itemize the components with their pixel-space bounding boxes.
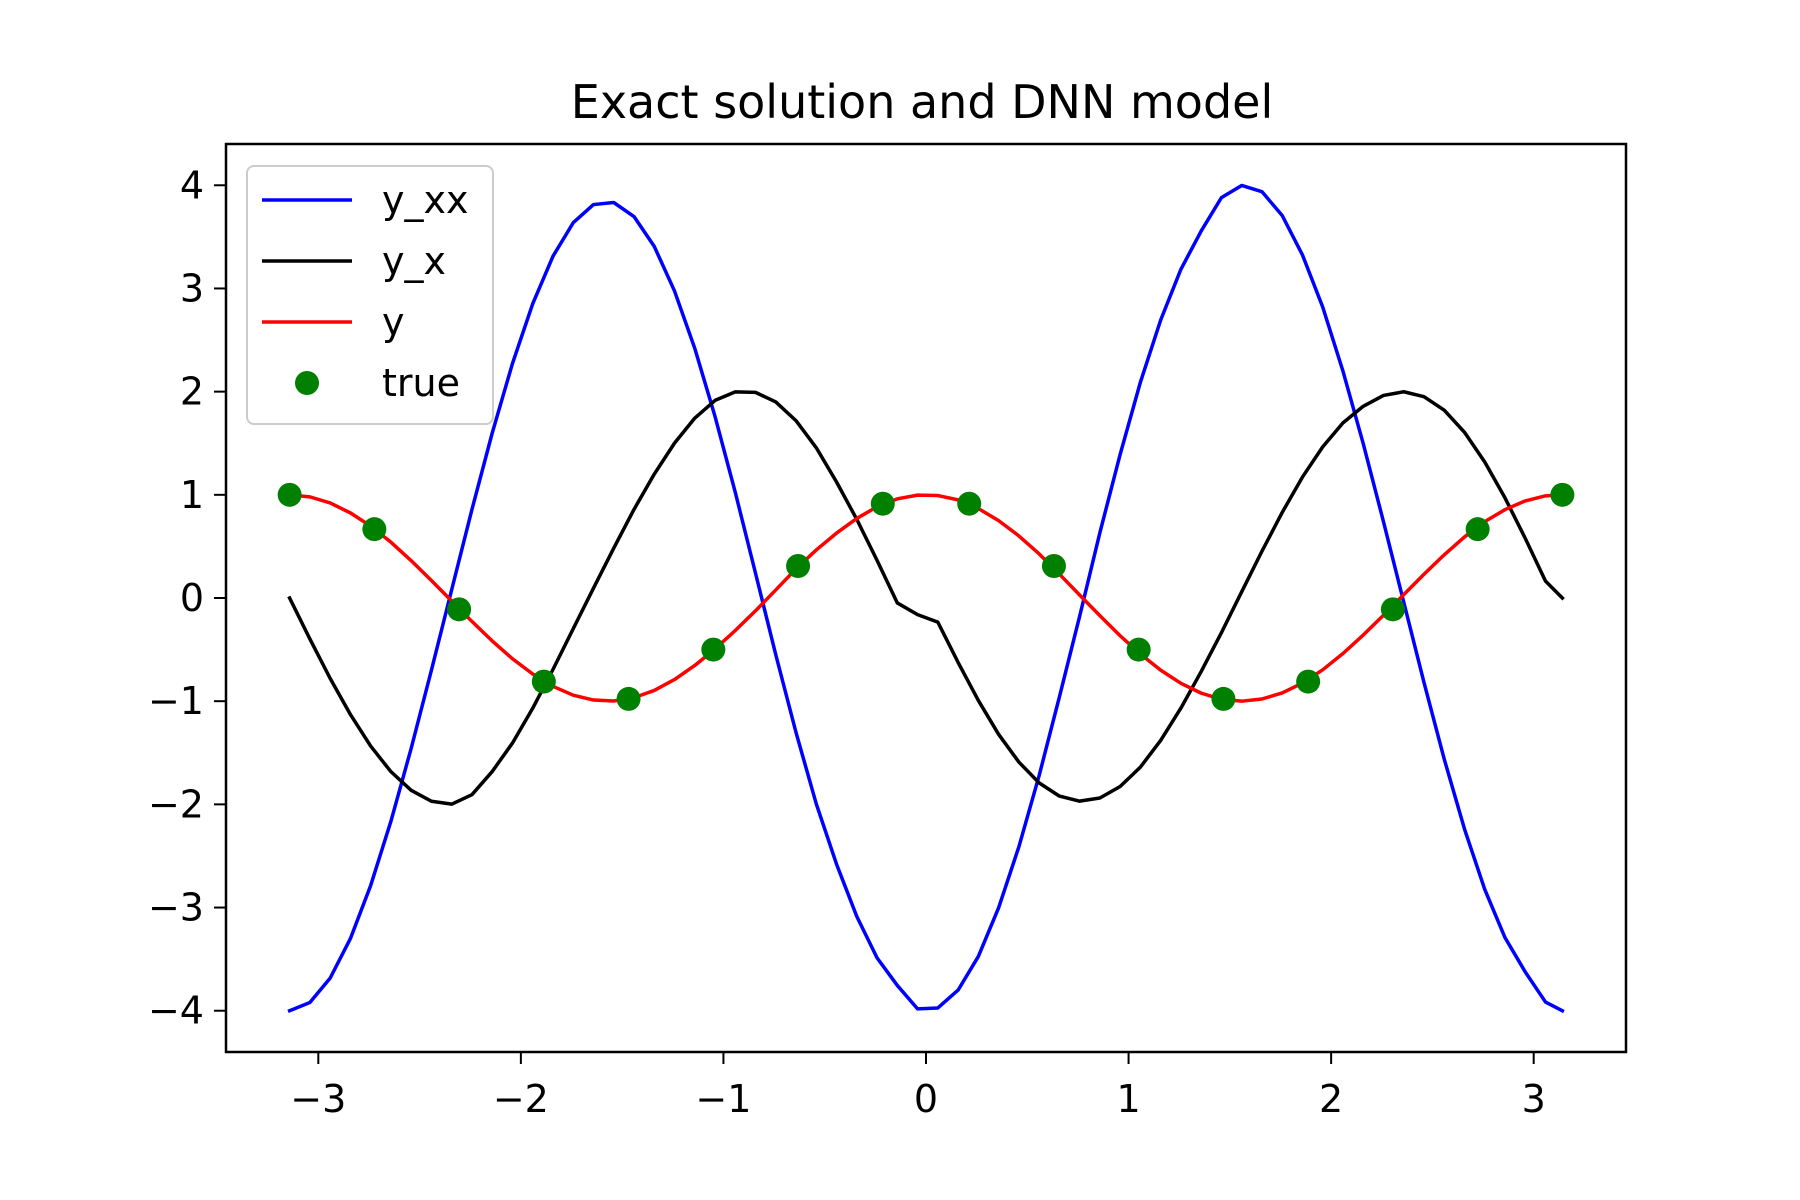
y-axis: −4 −3 −2 −1 0 1 2 3 4 [148,163,226,1033]
legend-label: y_xx [382,178,468,222]
y-tick-label: 1 [180,473,204,517]
legend-label: y [382,300,405,344]
chart-title: Exact solution and DNN model [571,75,1273,129]
data-point-true [786,554,811,579]
y-tick-label: 2 [180,370,204,414]
series-line-y-x [287,389,1565,806]
data-point-true [1126,637,1151,662]
data-point-true [1041,554,1066,579]
y-tick-label: 0 [180,576,204,620]
data-point-true [616,686,641,711]
y-tick-label: −4 [148,989,204,1033]
plot-series [277,183,1575,1014]
series-line-y-xx [287,183,1565,1014]
data-point-true [1380,597,1405,622]
data-point-true [362,517,387,542]
data-point-true [447,597,472,622]
y-tick-label: −1 [148,679,204,723]
data-point-true [1211,686,1236,711]
series-line-y [287,492,1565,703]
data-point-true [957,491,982,516]
x-tick-label: 0 [914,1077,938,1121]
x-tick-label: −3 [290,1077,346,1121]
legend-label: true [382,361,460,405]
data-point-true [1296,669,1321,694]
y-tick-label: −2 [148,782,204,826]
x-tick-label: 3 [1522,1077,1546,1121]
data-point-true [870,491,895,516]
data-point-true [701,637,726,662]
y-tick-label: 4 [180,163,204,207]
data-point-true [277,482,302,507]
x-tick-label: 2 [1319,1077,1343,1121]
legend: y_xx y_xy true [246,165,494,425]
legend-swatch-true [295,371,319,395]
y-tick-label: 3 [180,266,204,310]
data-point-true [1550,482,1575,507]
x-tick-label: −1 [695,1077,751,1121]
data-point-true [1465,517,1490,542]
legend-box [246,165,494,425]
legend-label: y_x [382,239,446,283]
data-point-true [531,669,556,694]
x-axis: −3 −2 −1 0 1 2 3 [290,1052,1546,1121]
x-tick-label: 1 [1116,1077,1140,1121]
y-tick-label: −3 [148,886,204,930]
x-tick-label: −2 [493,1077,549,1121]
